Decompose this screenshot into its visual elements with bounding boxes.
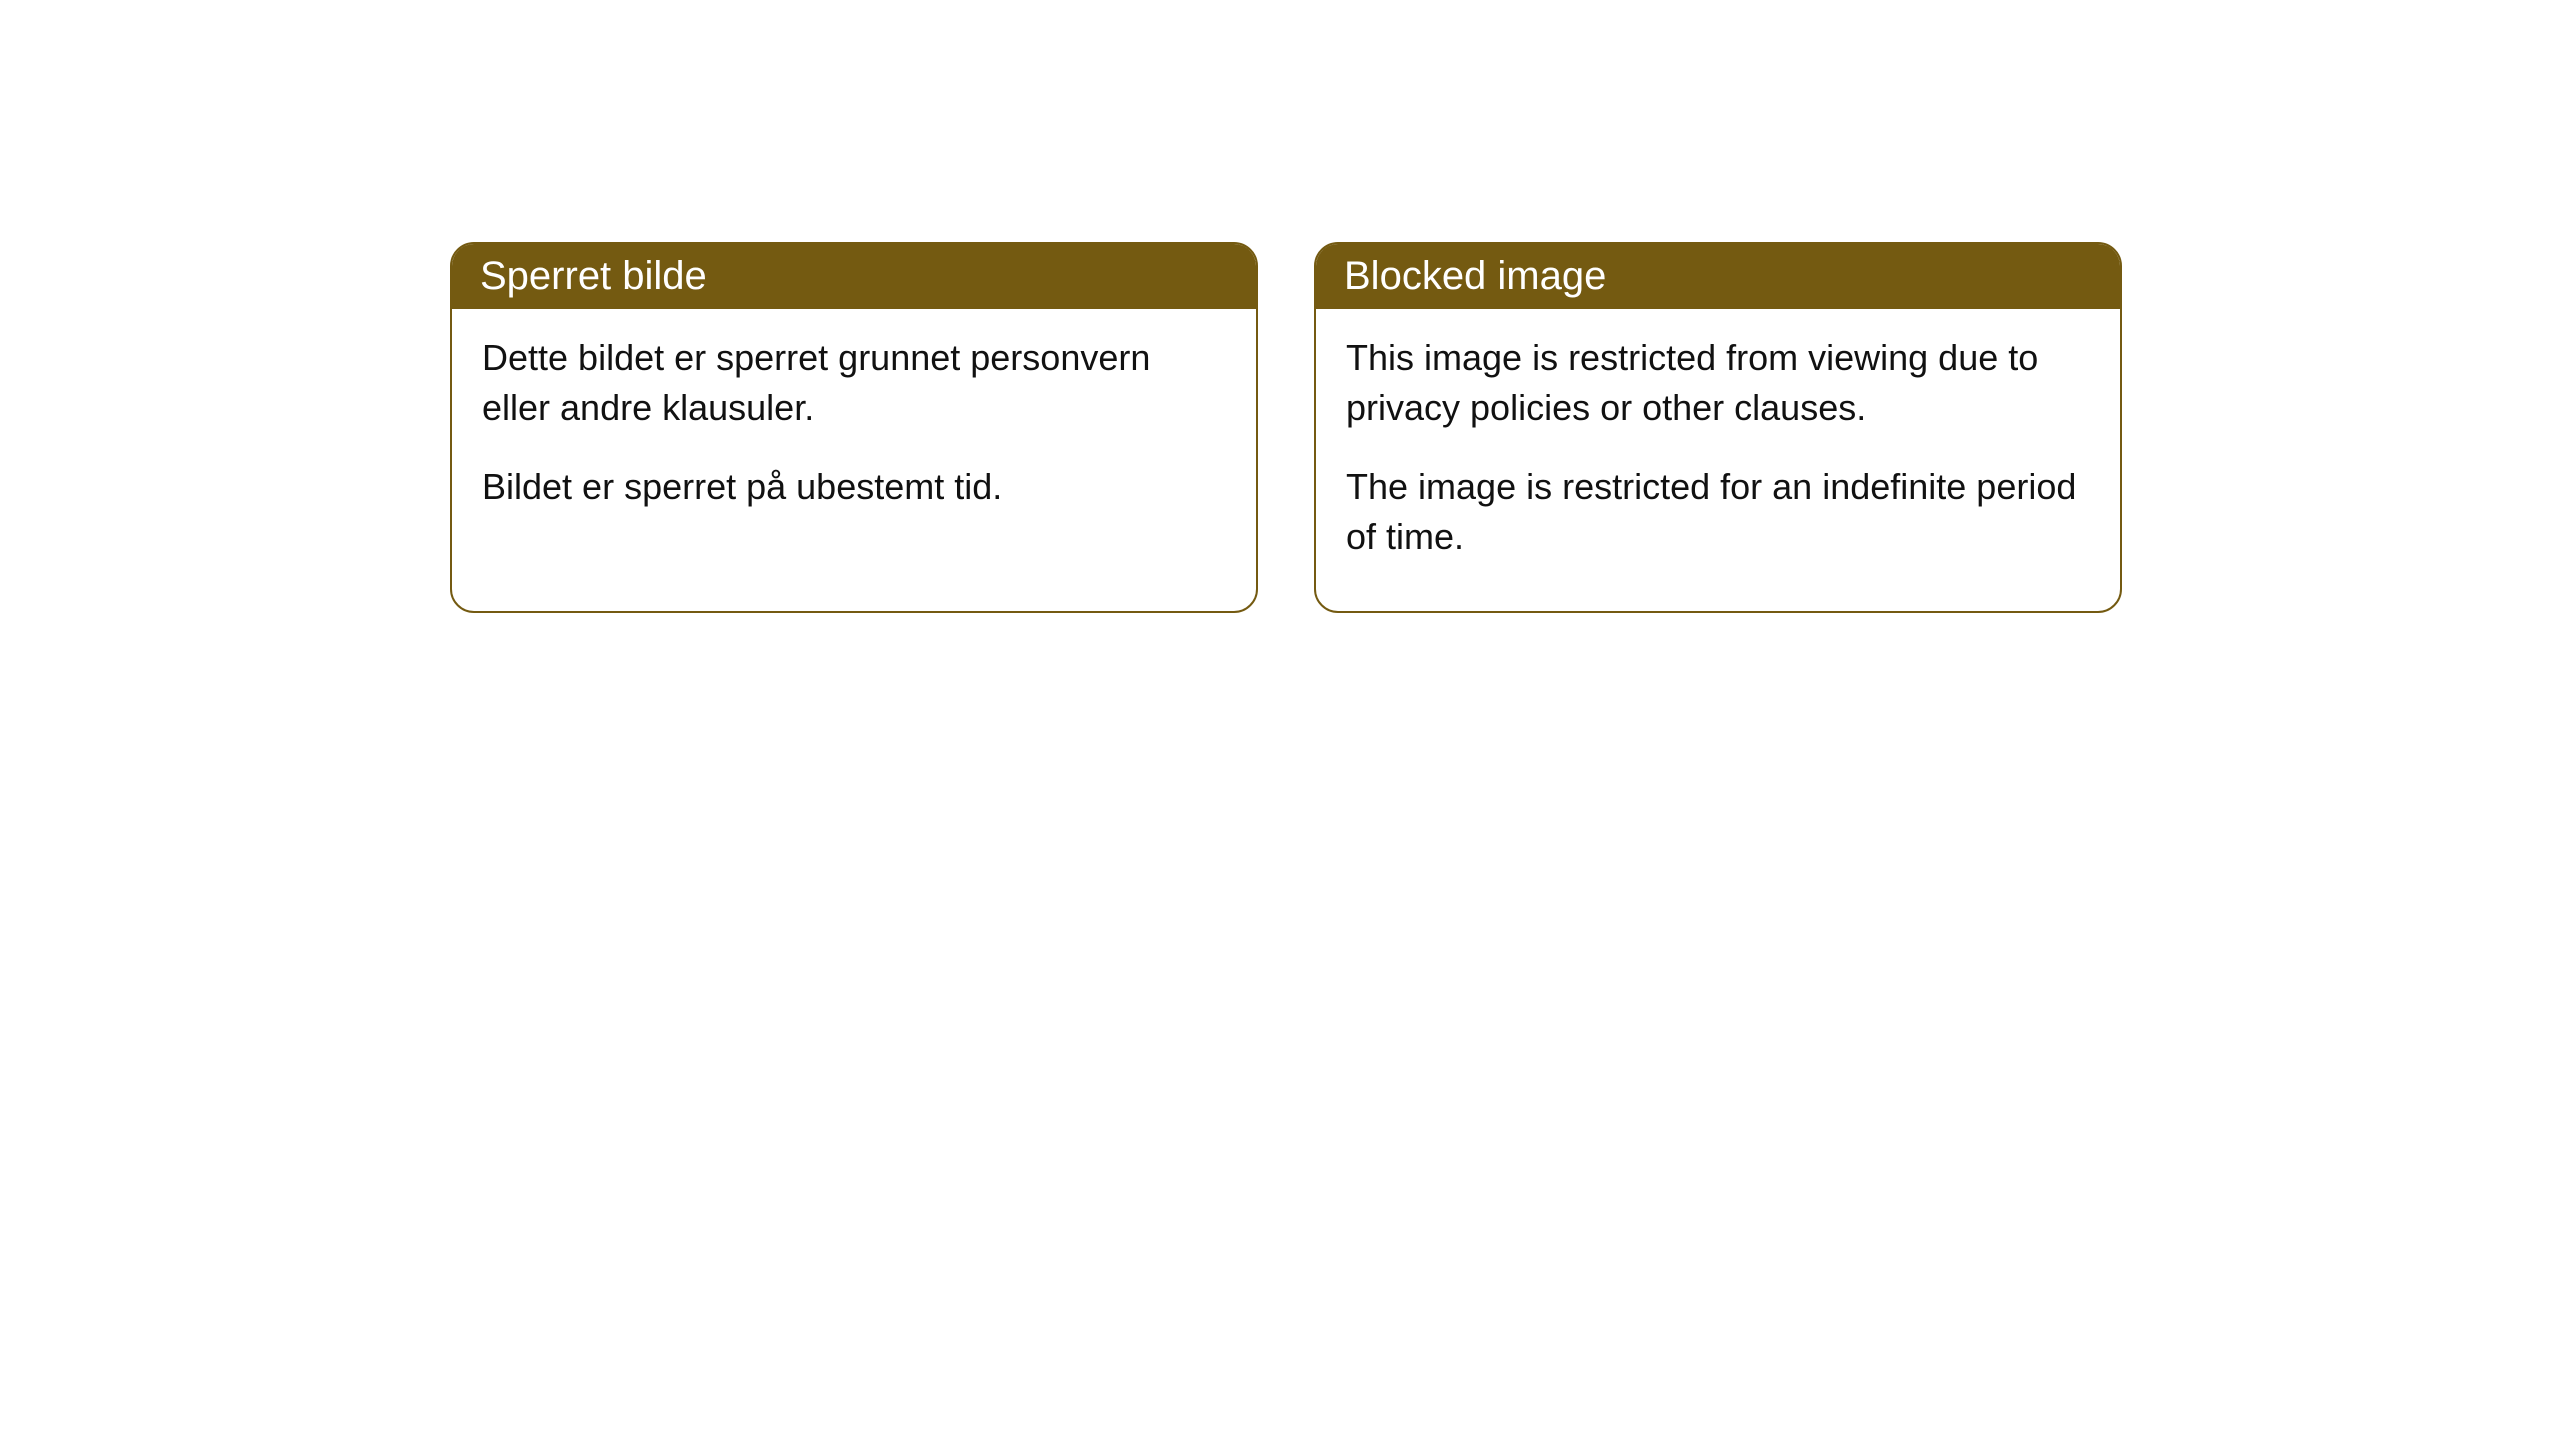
- card-paragraph: Dette bildet er sperret grunnet personve…: [482, 333, 1226, 434]
- card-title: Sperret bilde: [480, 254, 707, 298]
- card-paragraph: Bildet er sperret på ubestemt tid.: [482, 462, 1226, 512]
- card-body: Dette bildet er sperret grunnet personve…: [452, 309, 1256, 560]
- blocked-image-card-norwegian: Sperret bilde Dette bildet er sperret gr…: [450, 242, 1258, 613]
- card-body: This image is restricted from viewing du…: [1316, 309, 2120, 611]
- card-paragraph: The image is restricted for an indefinit…: [1346, 462, 2090, 563]
- card-paragraph: This image is restricted from viewing du…: [1346, 333, 2090, 434]
- card-header: Blocked image: [1316, 244, 2120, 309]
- blocked-image-card-english: Blocked image This image is restricted f…: [1314, 242, 2122, 613]
- cards-container: Sperret bilde Dette bildet er sperret gr…: [450, 242, 2122, 613]
- card-header: Sperret bilde: [452, 244, 1256, 309]
- card-title: Blocked image: [1344, 254, 1606, 298]
